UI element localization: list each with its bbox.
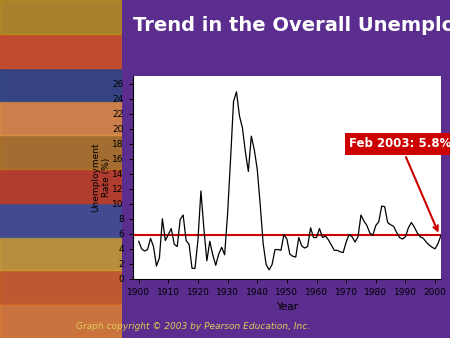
Bar [0, 203, 122, 237]
Y-axis label: Unemployment
Rate (%): Unemployment Rate (%) [91, 143, 111, 212]
Bar [0, 68, 122, 101]
Text: Feb 2003: 5.8%: Feb 2003: 5.8% [349, 138, 450, 231]
X-axis label: Year: Year [276, 303, 298, 312]
Bar [0, 270, 122, 304]
Bar [0, 101, 122, 135]
Bar [0, 135, 122, 169]
Bar [0, 169, 122, 203]
Text: Graph copyright © 2003 by Pearson Education, Inc.: Graph copyright © 2003 by Pearson Educat… [76, 321, 310, 331]
Bar [0, 34, 122, 68]
Bar [0, 237, 122, 270]
Bar [0, 304, 122, 338]
Bar [0, 0, 122, 34]
Text: Trend in the Overall Unemployment Rate: Trend in the Overall Unemployment Rate [133, 17, 450, 35]
